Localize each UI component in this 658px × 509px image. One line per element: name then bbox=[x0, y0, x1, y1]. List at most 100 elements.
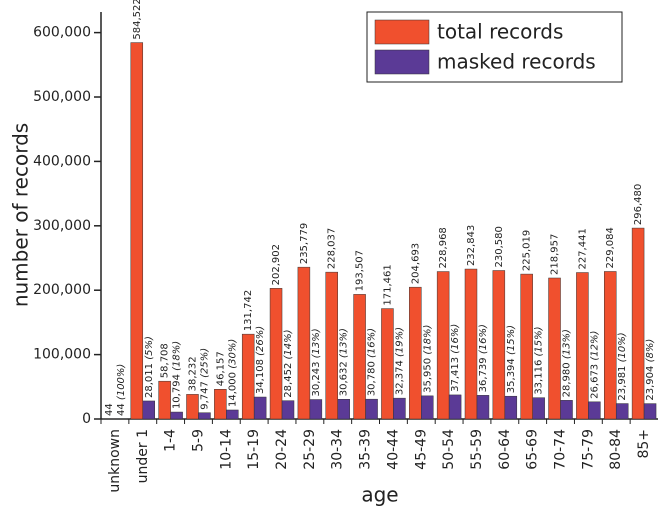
bar bbox=[381, 308, 394, 420]
value-label-number: 23,904 bbox=[645, 366, 656, 401]
value-label: 44 bbox=[104, 403, 115, 416]
bar bbox=[337, 399, 350, 420]
x-tick-label: 5-9 bbox=[190, 429, 206, 452]
x-axis-title: age bbox=[361, 483, 398, 507]
x-tick-label: 20-24 bbox=[274, 429, 290, 470]
bar bbox=[325, 271, 338, 420]
bar bbox=[130, 42, 144, 420]
value-label: 46,157 bbox=[215, 351, 226, 386]
value-label: 230,580 bbox=[494, 226, 505, 267]
value-label-number: 26,673 bbox=[589, 364, 600, 399]
value-label-number: 44 bbox=[116, 403, 127, 416]
x-tick-label: 40-44 bbox=[385, 429, 401, 470]
value-label: 9,747 (25%) bbox=[199, 348, 210, 410]
bar bbox=[393, 397, 406, 420]
value-label-percent: (5%) bbox=[144, 336, 155, 363]
value-label-number: 28,980 bbox=[562, 362, 573, 397]
bar bbox=[436, 271, 450, 420]
x-tick-label: 1-4 bbox=[163, 429, 179, 452]
value-label: 36,739 (16%) bbox=[478, 324, 489, 392]
legend-label: masked records bbox=[437, 50, 596, 74]
value-label-percent: (30%) bbox=[227, 339, 238, 372]
value-label-percent: (13%) bbox=[339, 328, 350, 361]
value-label-number: 30,632 bbox=[339, 361, 350, 396]
bar bbox=[198, 412, 211, 420]
value-label-percent: (15%) bbox=[506, 325, 517, 358]
value-label: 10,794 (18%) bbox=[172, 341, 183, 409]
value-label-percent: (25%) bbox=[199, 348, 210, 381]
bar bbox=[464, 268, 478, 420]
bar bbox=[186, 394, 199, 420]
x-tick-label: 30-34 bbox=[330, 429, 346, 470]
x-tick-label: 60-64 bbox=[497, 429, 513, 470]
value-label-number: 33,116 bbox=[534, 360, 545, 395]
value-label-percent: (12%) bbox=[589, 331, 600, 364]
legend-label: total records bbox=[437, 20, 563, 44]
x-tick-label: 45-49 bbox=[413, 429, 429, 470]
value-label: 33,116 (15%) bbox=[534, 326, 545, 394]
bar bbox=[520, 273, 533, 420]
bar bbox=[253, 396, 267, 420]
bar bbox=[588, 401, 601, 420]
bar bbox=[548, 277, 561, 420]
bar bbox=[504, 395, 518, 420]
y-tick-label: 400,000 bbox=[33, 153, 91, 169]
value-label: 584,522 bbox=[132, 0, 143, 40]
bar bbox=[560, 400, 573, 420]
value-label-number: 30,780 bbox=[367, 361, 378, 396]
value-label: 131,742 bbox=[243, 290, 254, 331]
value-label: 44 (100%) bbox=[116, 364, 127, 416]
bar bbox=[492, 270, 506, 420]
value-label-percent: (15%) bbox=[534, 326, 545, 359]
bar bbox=[226, 409, 239, 420]
value-label: 38,232 bbox=[187, 356, 198, 391]
value-label: 28,980 (13%) bbox=[562, 329, 573, 397]
value-label: 35,950 (18%) bbox=[422, 325, 433, 393]
value-label: 30,780 (16%) bbox=[367, 328, 378, 396]
value-label-percent: (26%) bbox=[255, 326, 266, 359]
value-label-number: 28,011 bbox=[144, 363, 155, 398]
bar bbox=[365, 398, 378, 420]
y-axis-title: number of records bbox=[9, 123, 33, 307]
value-label: 228,037 bbox=[327, 228, 338, 269]
bar bbox=[576, 272, 589, 420]
value-label: 202,902 bbox=[271, 244, 282, 285]
x-tick-label: 75-79 bbox=[580, 429, 596, 470]
value-label: 30,632 (13%) bbox=[339, 328, 350, 396]
legend-swatch bbox=[374, 49, 430, 75]
y-tick-label: 0 bbox=[82, 411, 91, 427]
x-tick-label: unknown bbox=[107, 429, 123, 493]
bar bbox=[309, 399, 323, 420]
value-label-percent: (18%) bbox=[172, 341, 183, 374]
x-tick-label: 80-84 bbox=[608, 429, 624, 470]
bar bbox=[615, 403, 629, 420]
value-label-number: 14,000 bbox=[227, 372, 238, 407]
bar bbox=[631, 227, 645, 420]
value-label-percent: (10%) bbox=[617, 332, 628, 365]
x-tick-label: 85+ bbox=[636, 429, 652, 459]
value-label-percent: (100%) bbox=[116, 364, 127, 404]
x-tick-label: 65-69 bbox=[525, 429, 541, 470]
value-label-percent: (8%) bbox=[645, 339, 656, 366]
y-tick-label: 600,000 bbox=[33, 25, 91, 41]
value-label: 14,000 (30%) bbox=[227, 339, 238, 407]
value-label: 225,019 bbox=[522, 230, 533, 271]
bar bbox=[476, 395, 490, 420]
value-label: 232,843 bbox=[466, 225, 477, 266]
value-label-number: 34,108 bbox=[255, 359, 266, 394]
x-tick-label: 15-19 bbox=[246, 429, 262, 470]
y-tick-label: 300,000 bbox=[33, 218, 91, 234]
bar bbox=[170, 411, 183, 420]
value-label: 228,968 bbox=[438, 227, 449, 268]
bar bbox=[353, 294, 366, 420]
value-label-percent: (16%) bbox=[367, 328, 378, 361]
value-label-percent: (14%) bbox=[283, 329, 294, 362]
value-label-number: 28,452 bbox=[283, 363, 294, 398]
value-label: 32,374 (19%) bbox=[394, 327, 405, 395]
value-label: 235,779 bbox=[299, 223, 310, 264]
value-label-number: 23,981 bbox=[617, 366, 628, 401]
x-tick-label: under 1 bbox=[135, 429, 151, 483]
value-label-percent: (13%) bbox=[311, 328, 322, 361]
value-label: 171,461 bbox=[382, 264, 393, 305]
value-label: 26,673 (12%) bbox=[589, 331, 600, 399]
